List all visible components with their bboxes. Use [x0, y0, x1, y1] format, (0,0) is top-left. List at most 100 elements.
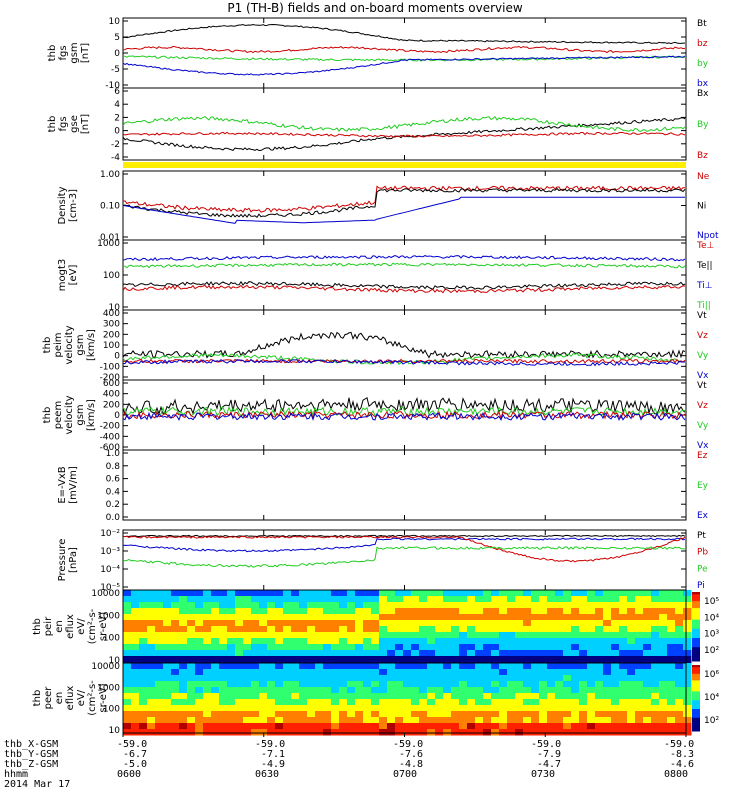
spectro-cell: [595, 626, 604, 633]
spectro-cell: [371, 638, 380, 645]
spectro-cell: [315, 699, 324, 706]
spectro-cell: [147, 656, 156, 663]
spectro-cell: [579, 620, 588, 627]
spectro-cell: [227, 687, 236, 694]
spectro-cell: [427, 699, 436, 706]
colorbar-cell: [692, 626, 700, 630]
spectro-cell: [619, 644, 628, 651]
spectro-cell: [595, 656, 604, 663]
spectro-cell: [363, 693, 372, 700]
spectro-cell: [507, 602, 516, 609]
spectro-cell: [251, 620, 260, 627]
spectro-cell: [347, 590, 356, 597]
spectro-cell: [387, 687, 396, 694]
spectro-cell: [435, 638, 444, 645]
spectro-cell: [283, 638, 292, 645]
spectro-cell: [603, 638, 612, 645]
colorbar-cell: [692, 649, 700, 653]
spectro-cell: [507, 656, 516, 663]
spectro-cell: [611, 620, 620, 627]
spectro-cell: [235, 711, 244, 718]
spectro-cell: [587, 669, 596, 676]
spectro-cell: [307, 638, 316, 645]
spectro-cell: [683, 681, 692, 688]
spectro-cell: [123, 663, 132, 670]
spectro-cell: [123, 590, 132, 597]
series-Ne: [122, 185, 685, 213]
spectro-cell: [459, 650, 468, 657]
spectro-cell: [299, 723, 308, 730]
legend-Ey: Ey: [697, 481, 709, 491]
spectro-cell: [667, 650, 676, 657]
spectro-cell: [219, 638, 228, 645]
spectro-cell: [347, 681, 356, 688]
ytick-label: 10⁻⁵: [100, 583, 120, 593]
spectro-cell: [259, 717, 268, 724]
spectro-cell: [459, 717, 468, 724]
spectro-cell: [139, 608, 148, 615]
spectro-cell: [315, 626, 324, 633]
colorbar-cell: [692, 691, 700, 695]
panel-ylabel: thb: [42, 337, 53, 354]
spectro-cell: [155, 626, 164, 633]
ytick-label: 10000: [91, 662, 120, 672]
spectro-cell: [259, 669, 268, 676]
spectro-cell: [131, 669, 140, 676]
spectro-cell: [163, 717, 172, 724]
spectro-cell: [435, 644, 444, 651]
spectro-cell: [355, 687, 364, 694]
spectro-cell: [219, 590, 228, 597]
spectro-cell: [259, 620, 268, 627]
spectro-cell: [179, 711, 188, 718]
spectro-cell: [587, 681, 596, 688]
spectro-cell: [267, 711, 276, 718]
spectro-cell: [123, 614, 132, 621]
spectro-cell: [155, 729, 164, 736]
panel-ylabel: peer: [43, 686, 54, 710]
spectro-cell: [427, 620, 436, 627]
colorbar-cell: [692, 633, 700, 637]
colorbar-cell: [692, 720, 700, 723]
spectro-cell: [619, 626, 628, 633]
spectro-cell: [403, 596, 412, 603]
spectro-cell: [667, 614, 676, 621]
spectro-cell: [451, 626, 460, 633]
series-Te-perp: [122, 284, 686, 294]
spectro-cell: [603, 650, 612, 657]
spectro-cell: [131, 675, 140, 682]
spectro-cell: [283, 705, 292, 712]
spectro-cell: [163, 669, 172, 676]
series-bz: [122, 45, 686, 54]
spectro-cell: [211, 650, 220, 657]
spectro-cell: [491, 675, 500, 682]
legend-By: By: [697, 120, 709, 130]
spectro-cell: [683, 669, 692, 676]
spectro-cell: [179, 669, 188, 676]
spectro-cell: [395, 626, 404, 633]
spectro-cell: [283, 699, 292, 706]
spectro-cell: [507, 693, 516, 700]
spectro-cell: [619, 620, 628, 627]
spectro-cell: [307, 644, 316, 651]
spectro-cell: [491, 614, 500, 621]
spectro-cell: [315, 663, 324, 670]
spectro-cell: [267, 632, 276, 639]
spectro-cell: [331, 711, 340, 718]
spectro-cell: [499, 656, 508, 663]
spectro-cell: [283, 608, 292, 615]
spectro-cell: [467, 687, 476, 694]
spectro-cell: [587, 614, 596, 621]
spectro-cell: [355, 675, 364, 682]
spectro-cell: [315, 693, 324, 700]
spectro-cell: [267, 626, 276, 633]
ytick-label: 0.8: [106, 462, 121, 472]
spectro-cell: [395, 717, 404, 724]
legend-Ti⊥: Ti⊥: [696, 281, 713, 291]
spectro-cell: [379, 614, 388, 621]
spectro-cell: [323, 663, 332, 670]
spectro-cell: [499, 638, 508, 645]
spectro-cell: [251, 596, 260, 603]
spectro-cell: [467, 650, 476, 657]
spectro-cell: [219, 602, 228, 609]
spectro-cell: [291, 669, 300, 676]
